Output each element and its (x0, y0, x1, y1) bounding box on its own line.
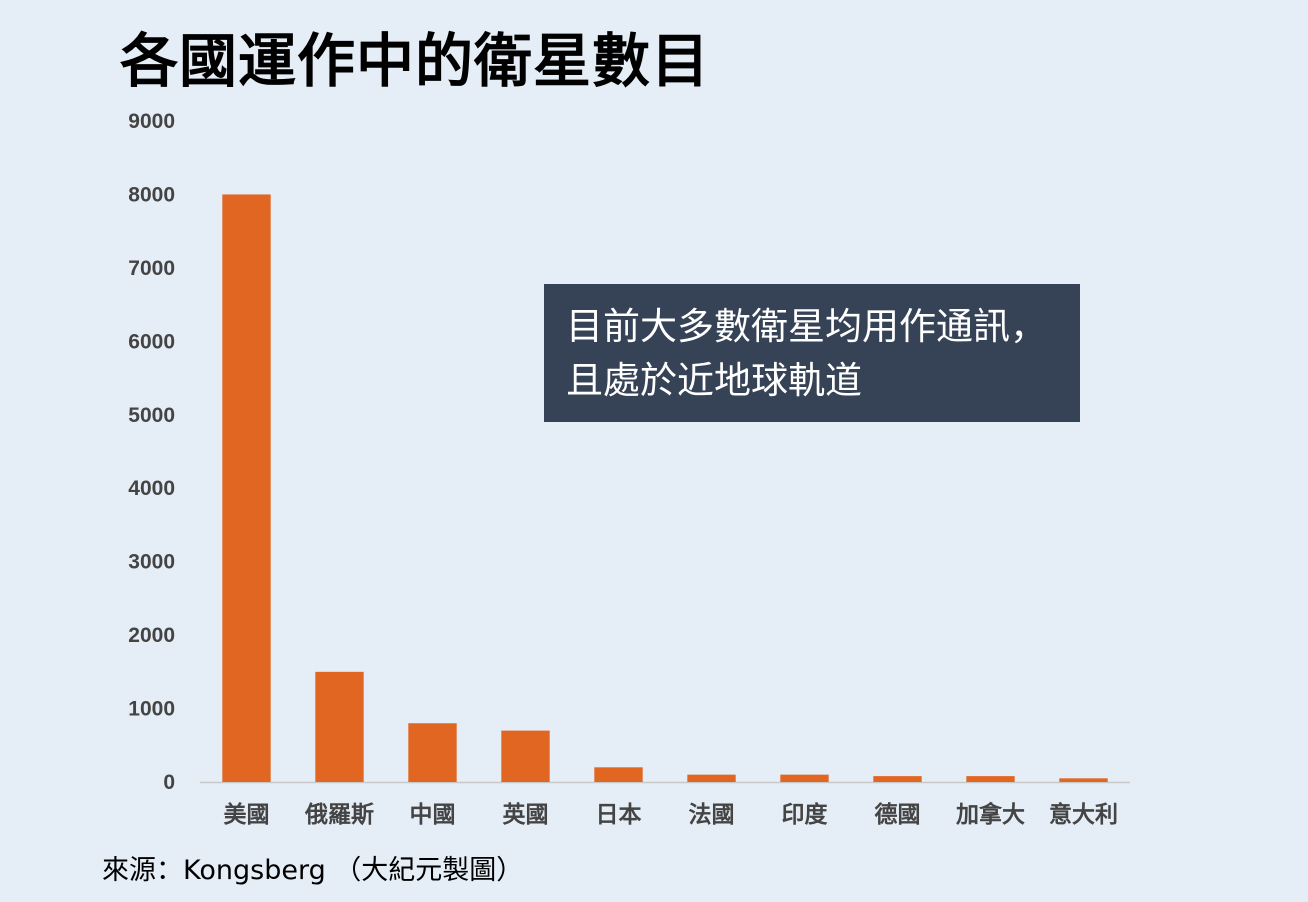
y-tick-label: 3000 (128, 551, 175, 574)
y-tick-label: 2000 (128, 624, 175, 647)
bar (780, 774, 829, 782)
bar (1059, 778, 1108, 782)
bar (222, 194, 271, 782)
y-tick-label: 6000 (128, 330, 175, 353)
x-category-label: 加拿大 (955, 801, 1025, 828)
source-note: 來源：Kongsberg （大紀元製圖） (102, 855, 524, 886)
chart-title: 各國運作中的衛星數目 (120, 27, 711, 95)
x-category-label: 英國 (503, 801, 549, 828)
annotation-box: 目前大多數衛星均用作通訊，且處於近地球軌道 (544, 284, 1080, 422)
x-category-label: 美國 (224, 801, 270, 828)
bar (687, 774, 736, 782)
x-category-label: 意大利 (1049, 801, 1118, 828)
x-category-label: 俄羅斯 (304, 801, 374, 828)
bar (408, 723, 457, 782)
y-tick-label: 5000 (128, 404, 175, 427)
y-tick-label: 0 (163, 771, 175, 794)
x-category-label: 德國 (875, 801, 921, 828)
x-category-label: 日本 (596, 802, 642, 828)
x-category-label: 法國 (689, 802, 735, 828)
y-tick-label: 8000 (128, 183, 175, 206)
x-category-label: 中國 (410, 802, 456, 828)
bar (966, 776, 1015, 782)
y-tick-label: 4000 (128, 477, 175, 500)
bar (315, 671, 364, 782)
y-tick-label: 9000 (128, 110, 175, 133)
bar (873, 776, 922, 782)
bar (594, 767, 643, 782)
bar (501, 730, 550, 782)
x-category-label: 印度 (782, 801, 829, 828)
y-tick-label: 1000 (128, 698, 175, 721)
y-tick-label: 7000 (128, 257, 175, 280)
